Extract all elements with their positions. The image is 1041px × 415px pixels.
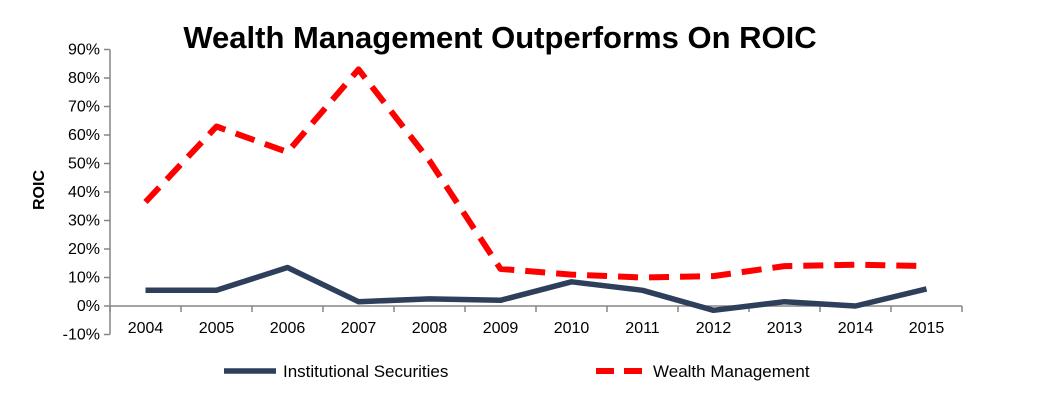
legend-label-wealth-management: Wealth Management bbox=[653, 362, 810, 381]
y-tick-label: 90% bbox=[68, 42, 100, 59]
y-tick-label: 80% bbox=[68, 70, 100, 87]
x-tick-label: 2004 bbox=[128, 320, 164, 337]
x-tick-label: 2005 bbox=[199, 320, 235, 337]
y-tick-label: 0% bbox=[77, 298, 100, 315]
y-tick-label: -10% bbox=[63, 327, 100, 344]
series-line-wealth-management bbox=[143, 66, 927, 281]
y-tick-label: 50% bbox=[68, 156, 100, 173]
x-tick-label: 2012 bbox=[696, 320, 732, 337]
y-tick-label: 60% bbox=[68, 127, 100, 144]
x-tick-label: 2011 bbox=[625, 320, 660, 337]
x-tick-label: 2006 bbox=[270, 320, 306, 337]
y-axis: -10% 0% 10% 20% 30% 40% 50% 60% 70% 80% 90% bbox=[63, 42, 110, 344]
legend: Institutional Securities Wealth Manageme… bbox=[224, 362, 810, 381]
y-tick-label: 70% bbox=[68, 99, 100, 116]
x-axis: 2004 2005 2006 2007 2008 2009 2010 2011 2012 2013… bbox=[109, 306, 963, 337]
x-tick-label: 2009 bbox=[483, 320, 519, 337]
y-tick-label: 40% bbox=[68, 184, 100, 201]
y-axis-label: ROIC bbox=[31, 170, 48, 210]
series-group bbox=[143, 66, 928, 314]
y-tick-label: 20% bbox=[68, 241, 100, 258]
x-tick-label: 2008 bbox=[412, 320, 448, 337]
y-tick-label: 30% bbox=[68, 213, 100, 230]
x-tick-label: 2007 bbox=[341, 320, 377, 337]
x-tick-label: 2013 bbox=[767, 320, 803, 337]
chart-title: Wealth Management Outperforms On ROIC bbox=[183, 20, 816, 55]
series-line-institutional-securities bbox=[145, 264, 928, 314]
legend-label-institutional-securities: Institutional Securities bbox=[283, 362, 448, 381]
x-tick-label: 2015 bbox=[909, 320, 945, 337]
y-tick-label: 10% bbox=[68, 270, 100, 287]
x-tick-label: 2014 bbox=[838, 320, 874, 337]
x-tick-label: 2010 bbox=[554, 320, 590, 337]
